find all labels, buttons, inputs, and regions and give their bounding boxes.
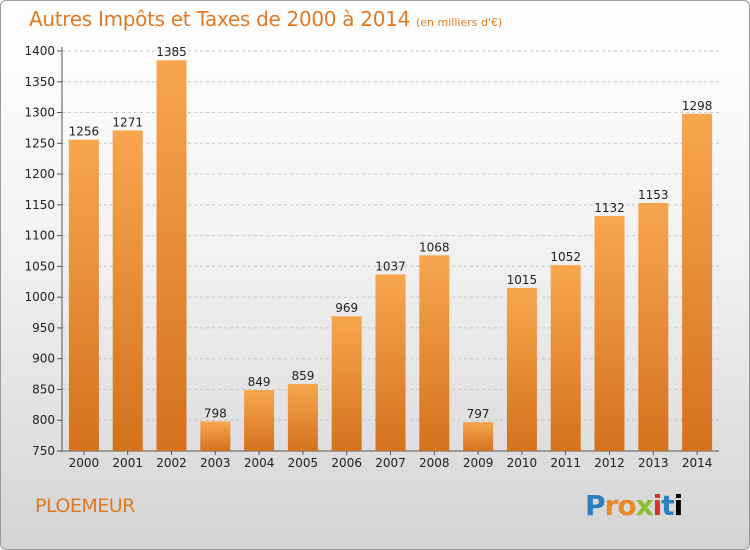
- bars: [68, 60, 713, 452]
- x-tick-label: 2014: [682, 456, 713, 470]
- x-tick-label: 2012: [594, 456, 625, 470]
- data-label: 969: [335, 301, 358, 315]
- data-labels: 1256 1271 1385 798 849 859 969 1037 1068 797 1015 1…: [69, 45, 713, 421]
- x-tick-label: 2011: [550, 456, 581, 470]
- city-name: PLOEMEUR: [35, 495, 135, 517]
- y-tick-label: 1150: [24, 198, 55, 212]
- x-tick-label: 2000: [69, 456, 100, 470]
- x-tick-label: 2002: [156, 456, 187, 470]
- bar-2006: [331, 316, 362, 451]
- data-label: 1037: [375, 259, 406, 273]
- y-tick-label: 1050: [24, 259, 55, 273]
- x-tick-label: 2007: [375, 456, 406, 470]
- y-tick-label: 1250: [24, 136, 55, 150]
- bar-2002: [156, 60, 187, 451]
- bar-2001: [112, 130, 143, 451]
- y-tick-label: 950: [32, 321, 55, 335]
- x-tick-label: 2004: [244, 456, 275, 470]
- bar-2005: [287, 383, 318, 451]
- chart-title: Autres Impôts et Taxes de 2000 à 2014 (en…: [29, 7, 502, 31]
- bar-2013: [638, 203, 669, 451]
- y-tick-label: 1200: [24, 167, 55, 181]
- y-tick-label: 900: [32, 352, 55, 366]
- bar-2007: [375, 274, 406, 451]
- data-label: 859: [291, 369, 314, 383]
- chart-subtitle: (en milliers d'€): [416, 16, 503, 29]
- x-tick-label: 2009: [463, 456, 494, 470]
- bar-2014: [682, 113, 713, 452]
- data-label: 1271: [112, 115, 143, 129]
- proxiti-logo: Proxiti: [585, 489, 683, 522]
- x-tick-label: 2001: [112, 456, 143, 470]
- data-label: 1068: [419, 240, 450, 254]
- data-label: 1015: [507, 273, 538, 287]
- x-tick-label: 2005: [288, 456, 319, 470]
- x-tick-label: 2010: [507, 456, 538, 470]
- data-label: 1256: [69, 125, 100, 139]
- x-tick-label: 2003: [200, 456, 231, 470]
- data-label: 797: [467, 407, 490, 421]
- data-label: 1385: [156, 45, 187, 59]
- bar-2012: [594, 215, 625, 451]
- x-tick-label: 2013: [638, 456, 669, 470]
- x-tick-label: 2006: [331, 456, 362, 470]
- y-tick-label: 1000: [24, 290, 55, 304]
- y-tick-label: 1400: [24, 44, 55, 58]
- x-tick-label: 2008: [419, 456, 450, 470]
- y-tick-label: 1350: [24, 75, 55, 89]
- bar-2000: [68, 139, 99, 451]
- bar-2003: [200, 421, 231, 451]
- y-tick-label: 1300: [24, 106, 55, 120]
- data-label: 1298: [682, 99, 713, 113]
- data-label: 1132: [594, 201, 625, 215]
- y-tick-label: 750: [32, 444, 55, 458]
- data-label: 798: [204, 406, 227, 420]
- data-label: 849: [248, 375, 271, 389]
- chart-title-text: Autres Impôts et Taxes de 2000 à 2014: [29, 7, 410, 31]
- data-label: 1153: [638, 188, 669, 202]
- y-tick-label: 1100: [24, 229, 55, 243]
- y-tick-label: 800: [32, 413, 55, 427]
- bar-2010: [506, 287, 537, 451]
- bar-2011: [550, 265, 581, 451]
- bar-2009: [463, 422, 494, 451]
- bar-2004: [244, 390, 275, 451]
- x-tick-labels: 2000 2001 2002 2003 2004 2005 2006 2007 2008 2009…: [69, 456, 713, 470]
- y-tick-label: 850: [32, 382, 55, 396]
- y-tick-labels: 750 800 850 900 950 1000 1050 1100 1150 1200 1250 1…: [24, 44, 55, 458]
- bar-2008: [419, 255, 450, 451]
- data-label: 1052: [550, 250, 581, 264]
